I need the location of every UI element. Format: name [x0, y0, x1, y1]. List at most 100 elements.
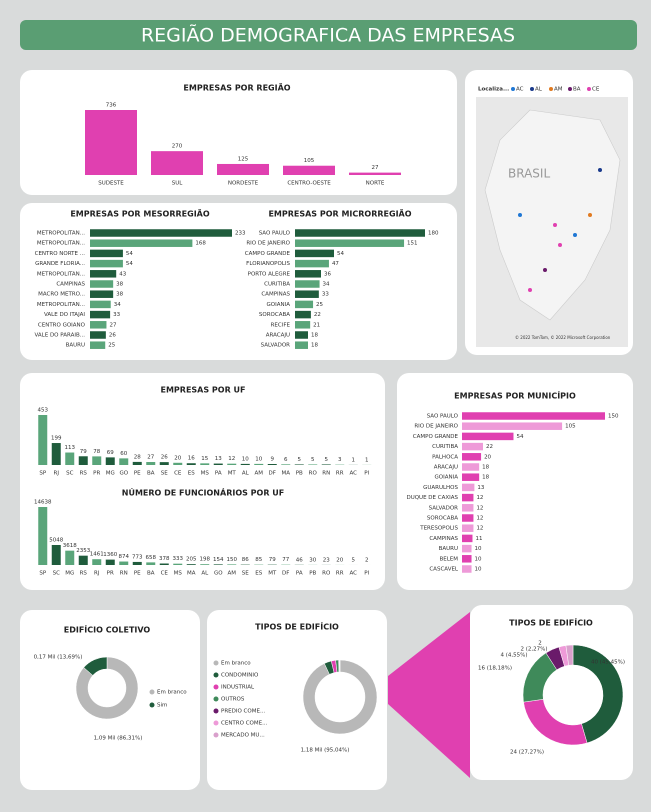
value-label: 12: [228, 456, 235, 462]
value-label: 12: [476, 495, 483, 501]
data-label: 0,17 Mil (13,69%): [34, 655, 83, 661]
category-label: SALVADOR: [429, 505, 459, 511]
map-label: BRASIL: [508, 167, 550, 181]
value-label: 5: [352, 557, 356, 563]
chart-title: NÚMERO DE FUNCIONÁRIOS POR UF: [122, 487, 285, 498]
bar: [146, 462, 156, 465]
bar: [51, 544, 61, 565]
bar: [119, 458, 129, 465]
bar: [90, 239, 193, 247]
value-label: 28: [134, 454, 141, 460]
value-label: 658: [146, 555, 157, 561]
category-label: GO: [214, 571, 223, 577]
chart-title: TIPOS DE EDIFÍCIO: [509, 617, 593, 628]
bar: [90, 229, 232, 237]
bar: [186, 564, 196, 565]
category-label: PR: [93, 471, 100, 477]
legend-label: CE: [592, 87, 600, 93]
bar: [281, 464, 291, 465]
legend-label: INDUSTRIAL: [221, 685, 255, 691]
bar: [90, 270, 117, 278]
chart-title: EMPRESAS POR MESORREGIÃO: [70, 209, 210, 219]
bar: [462, 493, 474, 502]
category-label: BAURU: [439, 546, 458, 552]
category-label: RO: [322, 571, 331, 577]
bar: [92, 559, 102, 565]
bar: [132, 461, 142, 465]
bar: [254, 463, 264, 465]
category-label: METROPOLITAN...: [37, 302, 85, 308]
chart-title: EMPRESAS POR UF: [161, 386, 246, 395]
value-label: 6: [284, 457, 288, 463]
value-label: 20: [174, 455, 181, 461]
category-label: PI: [364, 471, 369, 477]
value-label: 453: [38, 408, 49, 414]
category-label: VALE DO ITAJAI: [44, 312, 85, 318]
bar: [90, 310, 111, 319]
category-label: AC: [349, 471, 357, 477]
bar: [213, 463, 223, 465]
value-label: 27: [147, 455, 154, 461]
bar: [90, 321, 107, 329]
bar: [78, 555, 88, 565]
legend-label: Em branco: [157, 690, 187, 696]
category-label: METROPOLITAN...: [37, 241, 85, 247]
category-label: DF: [282, 571, 289, 577]
bar: [90, 331, 106, 339]
map-point: [558, 243, 562, 247]
bar: [462, 453, 482, 461]
chart-title: EMPRESAS POR MUNICÍPIO: [454, 390, 576, 401]
data-label: 1,18 Mil (95,04%): [301, 748, 350, 754]
value-label: 38: [116, 282, 123, 288]
category-label: CAMPINAS: [261, 292, 290, 298]
bar: [308, 464, 318, 465]
category-label: CURITIBA: [264, 282, 290, 288]
value-label: 27: [372, 165, 379, 171]
value-label: 233: [235, 231, 246, 237]
category-label: CE: [161, 571, 169, 577]
bar: [295, 280, 320, 288]
category-label: MACRO METRO...: [38, 292, 85, 298]
legend-swatch: [213, 660, 219, 666]
category-label: RN: [322, 471, 330, 477]
value-label: 33: [113, 312, 120, 318]
category-label: SP: [39, 471, 46, 477]
category-label: MG: [65, 571, 74, 577]
legend-swatch: [149, 702, 155, 708]
category-label: PORTO ALEGRE: [248, 271, 291, 277]
bar: [65, 550, 75, 565]
category-label: NORDESTE: [228, 181, 259, 187]
value-label: 43: [119, 271, 126, 277]
bar: [295, 249, 334, 258]
category-label: BAURU: [66, 343, 85, 349]
category-label: RN: [120, 571, 128, 577]
value-label: 78: [93, 449, 100, 455]
legend-label: PREDIO COME...: [221, 709, 265, 715]
value-label: 38: [116, 292, 123, 298]
donut-slice: [572, 644, 624, 744]
value-label: 26: [161, 455, 168, 461]
bar: [462, 544, 472, 553]
bar: [159, 462, 169, 465]
category-label: SUL: [172, 181, 184, 187]
bar: [295, 300, 314, 309]
bar: [295, 321, 311, 329]
value-label: 2: [365, 557, 369, 563]
value-label: 10: [475, 567, 482, 573]
bar: [90, 249, 123, 258]
value-label: 13: [477, 485, 484, 491]
legend-swatch: [511, 87, 515, 91]
value-label: 21: [313, 322, 320, 328]
bar: [173, 462, 183, 465]
value-label: 18: [311, 343, 318, 349]
legend-swatch: [568, 87, 572, 91]
category-label: RIO DE JANEIRO: [246, 241, 290, 247]
category-label: GOIANIA: [435, 475, 459, 481]
value-label: 33: [322, 292, 329, 298]
category-label: SAO PAULO: [259, 231, 291, 237]
value-label: 378: [159, 556, 170, 562]
category-label: ES: [255, 571, 262, 577]
category-label: ARACAJU: [266, 333, 290, 339]
category-label: MA: [187, 571, 196, 577]
value-label: 54: [126, 251, 133, 257]
